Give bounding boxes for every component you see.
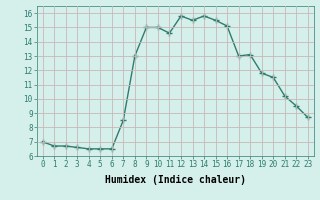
X-axis label: Humidex (Indice chaleur): Humidex (Indice chaleur) (105, 175, 246, 185)
